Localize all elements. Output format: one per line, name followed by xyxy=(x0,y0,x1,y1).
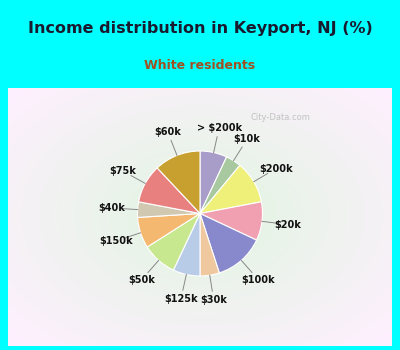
Text: City-Data.com: City-Data.com xyxy=(251,113,310,122)
Wedge shape xyxy=(138,214,200,247)
Text: $30k: $30k xyxy=(200,295,227,306)
Wedge shape xyxy=(147,214,200,270)
Text: $150k: $150k xyxy=(100,236,133,246)
Wedge shape xyxy=(200,157,240,214)
Wedge shape xyxy=(200,214,219,276)
Wedge shape xyxy=(157,151,200,214)
Wedge shape xyxy=(200,202,262,240)
Text: $20k: $20k xyxy=(274,219,301,230)
Text: > $200k: > $200k xyxy=(197,122,242,133)
Text: $40k: $40k xyxy=(99,203,126,213)
Text: $10k: $10k xyxy=(234,134,261,144)
Text: Income distribution in Keyport, NJ (%): Income distribution in Keyport, NJ (%) xyxy=(28,21,372,35)
Text: $60k: $60k xyxy=(154,127,181,136)
Text: $200k: $200k xyxy=(259,164,293,174)
Text: $125k: $125k xyxy=(164,294,198,304)
Text: $100k: $100k xyxy=(242,274,275,285)
Wedge shape xyxy=(138,202,200,217)
Wedge shape xyxy=(200,214,256,273)
Text: $50k: $50k xyxy=(128,274,155,285)
Text: White residents: White residents xyxy=(144,59,256,72)
Text: $75k: $75k xyxy=(109,166,136,176)
Wedge shape xyxy=(173,214,200,276)
Wedge shape xyxy=(200,165,261,214)
Wedge shape xyxy=(200,151,227,214)
Wedge shape xyxy=(139,168,200,214)
